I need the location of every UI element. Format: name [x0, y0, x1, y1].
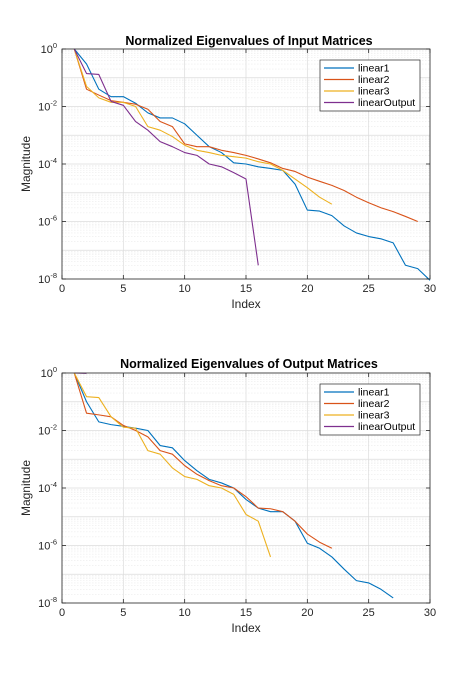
- x-tick-label: 10: [179, 283, 191, 295]
- x-tick-label: 10: [179, 607, 191, 619]
- y-tick-base: 10: [38, 102, 50, 114]
- y-tick-base: 10: [41, 44, 53, 56]
- y-tick-exponent: -2: [50, 423, 57, 432]
- x-tick-label: 25: [363, 283, 375, 295]
- legend-label-linear3: linear3: [358, 86, 390, 98]
- y-tick-exponent: -4: [50, 156, 57, 165]
- y-tick-exponent: -6: [50, 538, 57, 547]
- y-tick-exponent: -8: [50, 595, 57, 604]
- legend-label-linearOutput: linearOutput: [358, 421, 415, 433]
- legend-label-linear1: linear1: [358, 63, 390, 75]
- y-tick-base: 10: [41, 368, 53, 380]
- legend-label-linear2: linear2: [358, 74, 390, 86]
- series-line-linear3: [73, 372, 272, 558]
- y-tick-label: 10-6: [38, 214, 57, 229]
- y-tick-base: 10: [38, 274, 50, 286]
- series-line-linear2: [73, 372, 333, 549]
- series-line-linearOutput: [73, 48, 259, 266]
- y-axis-label: Magnitude: [19, 136, 33, 192]
- series-line-linear1: [73, 48, 431, 281]
- x-tick-label: 15: [240, 607, 252, 619]
- series-line-linear3: [73, 48, 333, 205]
- chart-title: Normalized Eigenvalues of Output Matrice…: [120, 357, 378, 371]
- y-tick-base: 10: [38, 217, 50, 229]
- y-tick-exponent: 0: [53, 365, 57, 374]
- x-tick-label: 30: [424, 607, 436, 619]
- y-tick-base: 10: [38, 541, 50, 553]
- x-tick-label: 15: [240, 283, 252, 295]
- grid: [61, 48, 431, 280]
- legend-label-linear2: linear2: [358, 398, 390, 410]
- y-tick-label: 100: [41, 41, 57, 56]
- x-tick-label: 5: [120, 607, 126, 619]
- y-tick-label: 10-2: [38, 99, 57, 114]
- y-tick-label: 10-8: [38, 595, 57, 610]
- y-tick-exponent: -6: [50, 214, 57, 223]
- y-tick-exponent: -2: [50, 99, 57, 108]
- y-tick-base: 10: [38, 426, 50, 438]
- x-axis-label: Index: [231, 621, 260, 635]
- series-line-linear2: [73, 48, 418, 223]
- chart-title: Normalized Eigenvalues of Input Matrices: [125, 34, 372, 48]
- x-tick-label: 0: [59, 283, 65, 295]
- y-tick-label: 100: [41, 365, 57, 380]
- x-tick-label: 30: [424, 283, 436, 295]
- legend-label-linear1: linear1: [358, 387, 390, 399]
- y-tick-base: 10: [38, 483, 50, 495]
- y-tick-base: 10: [38, 159, 50, 171]
- x-tick-label: 20: [301, 283, 313, 295]
- y-tick-label: 10-4: [38, 480, 57, 495]
- y-tick-base: 10: [38, 598, 50, 610]
- x-axis-label: Index: [231, 297, 260, 311]
- x-tick-label: 20: [301, 607, 313, 619]
- y-tick-exponent: -4: [50, 480, 57, 489]
- y-axis-label: Magnitude: [19, 460, 33, 516]
- y-tick-label: 10-4: [38, 156, 57, 171]
- legend-label-linear3: linear3: [358, 410, 390, 422]
- y-tick-label: 10-2: [38, 423, 57, 438]
- chart-2: 0 5 10 15 20 25 3010010-210-410-610-8Normalize…: [19, 357, 436, 635]
- chart-1: 0 5 10 15 20 25 3010010-210-410-610-8Normalize…: [19, 34, 436, 311]
- y-tick-exponent: 0: [53, 41, 57, 50]
- legend-label-linearOutput: linearOutput: [358, 97, 415, 109]
- y-tick-label: 10-6: [38, 538, 57, 553]
- x-tick-label: 25: [363, 607, 375, 619]
- x-tick-label: 0: [59, 607, 65, 619]
- y-tick-exponent: -8: [50, 271, 57, 280]
- x-tick-label: 5: [120, 283, 126, 295]
- y-tick-label: 10-8: [38, 271, 57, 286]
